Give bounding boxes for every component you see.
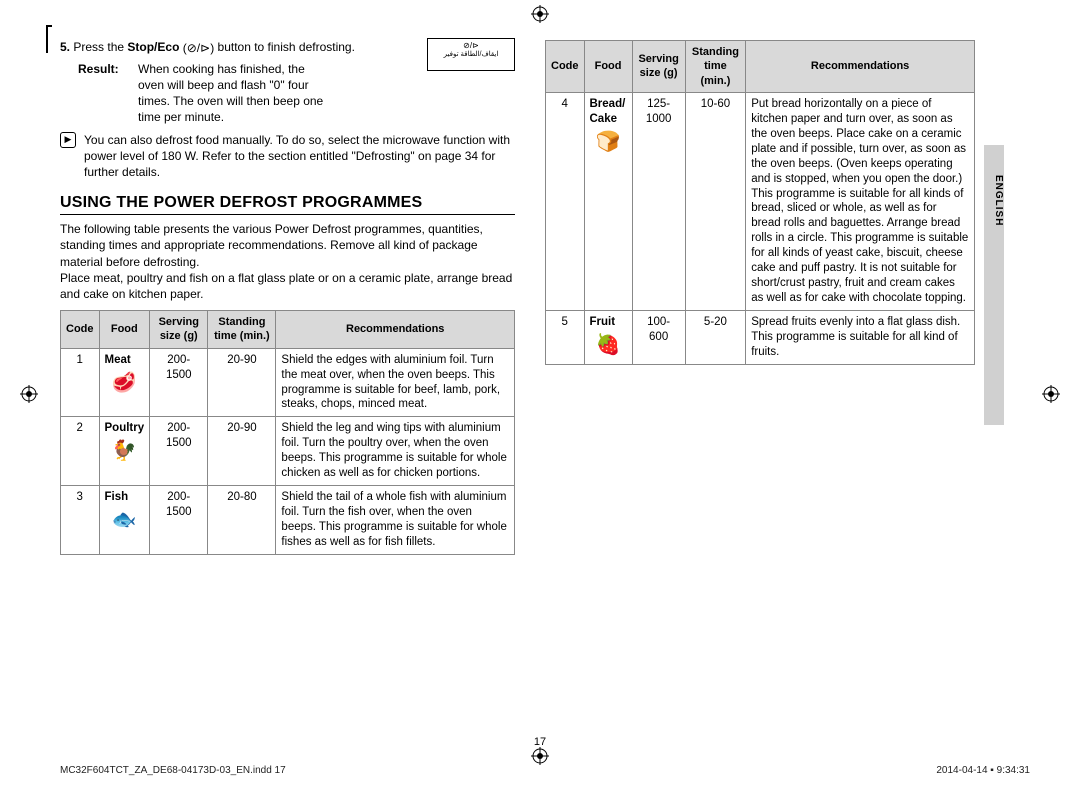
step-prefix: Press the	[73, 40, 127, 54]
result-label: Result:	[60, 61, 138, 126]
left-column: ⊘/⊳ ايقاف/الطاقة توفير 5. Press the Stop…	[60, 40, 515, 690]
registration-mark-icon	[531, 747, 549, 765]
cell-serving: 200-1500	[150, 348, 208, 417]
cell-food: Poultry🐓	[99, 417, 150, 486]
col-food: Food	[99, 311, 150, 349]
footer: MC32F604TCT_ZA_DE68-04173D-03_EN.indd 17…	[60, 765, 1030, 776]
cell-standing: 20-80	[208, 486, 276, 555]
page-number: 17	[534, 736, 546, 748]
display-line2: ايقاف/الطاقة توفير	[428, 50, 514, 58]
result-row: Result: When cooking has finished, the o…	[60, 61, 423, 126]
cell-rec: Put bread horizontally on a piece of kit…	[746, 92, 975, 310]
right-column: ENGLISH Code Food Serving size (g) Stand…	[545, 40, 1000, 690]
col-food: Food	[584, 41, 632, 93]
cell-rec: Shield the leg and wing tips with alumin…	[276, 417, 515, 486]
table-row: 5Fruit🍓100-6005-20Spread fruits evenly i…	[546, 311, 975, 365]
cell-code: 5	[546, 311, 585, 365]
registration-mark-icon	[531, 5, 549, 23]
step-5: ⊘/⊳ ايقاف/الطاقة توفير 5. Press the Stop…	[60, 40, 515, 55]
registration-mark-icon	[1042, 385, 1060, 403]
cell-standing: 20-90	[208, 417, 276, 486]
eco-icon: (⊘/⊳)	[183, 41, 214, 55]
table-row: 1Meat🥩200-150020-90Shield the edges with…	[61, 348, 515, 417]
cell-food: Fish🐟	[99, 486, 150, 555]
cell-serving: 200-1500	[150, 417, 208, 486]
cell-food: Meat🥩	[99, 348, 150, 417]
intro-text: The following table presents the various…	[60, 221, 515, 302]
col-serving: Serving size (g)	[150, 311, 208, 349]
cell-rec: Shield the edges with aluminium foil. Tu…	[276, 348, 515, 417]
table-row: 3Fish🐟200-150020-80Shield the tail of a …	[61, 486, 515, 555]
result-text: When cooking has finished, the oven will…	[138, 61, 423, 126]
cell-food: Bread/ Cake🍞	[584, 92, 632, 310]
crop-mark	[46, 25, 48, 53]
food-icon: 🐟	[105, 507, 145, 533]
col-rec: Recommendations	[276, 311, 515, 349]
note-icon: ▶	[60, 132, 78, 181]
food-icon: 🥩	[105, 370, 145, 396]
cell-food: Fruit🍓	[584, 311, 632, 365]
food-icon: 🐓	[105, 438, 145, 464]
registration-mark-icon	[20, 385, 38, 403]
footer-right: 2014-04-14 ▪ 9:34:31	[936, 765, 1030, 776]
note-row: ▶ You can also defrost food manually. To…	[60, 132, 515, 181]
cell-code: 3	[61, 486, 100, 555]
step-number: 5.	[60, 40, 70, 54]
step-suffix: button to finish defrosting.	[214, 40, 355, 54]
display-line1: ⊘/⊳	[428, 41, 514, 50]
cell-code: 1	[61, 348, 100, 417]
display-box: ⊘/⊳ ايقاف/الطاقة توفير	[427, 38, 515, 71]
table-row: 2Poultry🐓200-150020-90Shield the leg and…	[61, 417, 515, 486]
table-row: 4Bread/ Cake🍞125-100010-60Put bread hori…	[546, 92, 975, 310]
col-standing: Standing time (min.)	[685, 41, 746, 93]
cell-rec: Spread fruits evenly into a flat glass d…	[746, 311, 975, 365]
language-label: ENGLISH	[993, 175, 1004, 226]
food-icon: 🍓	[590, 332, 627, 358]
cell-rec: Shield the tail of a whole fish with alu…	[276, 486, 515, 555]
cell-serving: 200-1500	[150, 486, 208, 555]
defrost-table-right: Code Food Serving size (g) Standing time…	[545, 40, 975, 365]
food-icon: 🍞	[590, 129, 627, 155]
stop-eco-label: Stop/Eco	[127, 40, 179, 54]
cell-standing: 20-90	[208, 348, 276, 417]
footer-left: MC32F604TCT_ZA_DE68-04173D-03_EN.indd 17	[60, 765, 286, 776]
col-code: Code	[61, 311, 100, 349]
cell-code: 4	[546, 92, 585, 310]
defrost-table-left: Code Food Serving size (g) Standing time…	[60, 310, 515, 555]
cell-serving: 100-600	[632, 311, 685, 365]
col-rec: Recommendations	[746, 41, 975, 93]
cell-code: 2	[61, 417, 100, 486]
crop-mark	[46, 25, 52, 27]
note-text: You can also defrost food manually. To d…	[84, 132, 515, 181]
cell-standing: 5-20	[685, 311, 746, 365]
col-standing: Standing time (min.)	[208, 311, 276, 349]
col-code: Code	[546, 41, 585, 93]
cell-serving: 125-1000	[632, 92, 685, 310]
col-serving: Serving size (g)	[632, 41, 685, 93]
cell-standing: 10-60	[685, 92, 746, 310]
section-heading: USING THE POWER DEFROST PROGRAMMES	[60, 194, 515, 215]
